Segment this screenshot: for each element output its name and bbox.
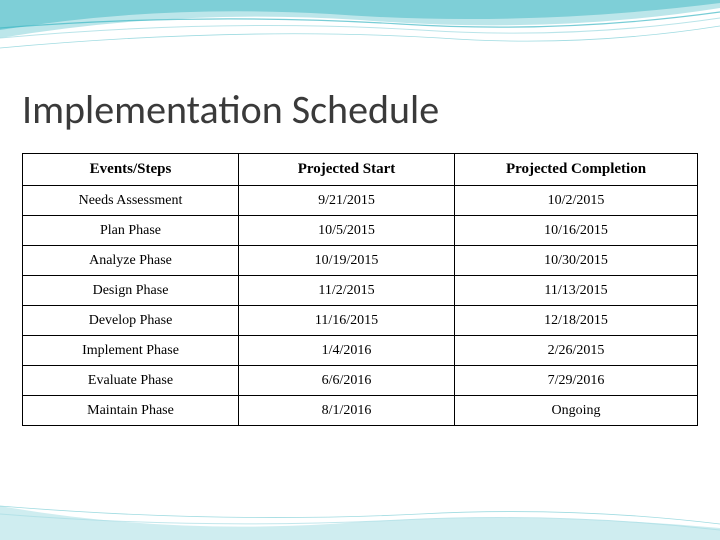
table-cell: 9/21/2015 <box>239 186 455 216</box>
table-header-start: Projected Start <box>239 154 455 186</box>
table-cell: Analyze Phase <box>23 246 239 276</box>
table-cell: 12/18/2015 <box>455 306 698 336</box>
table-cell: Evaluate Phase <box>23 366 239 396</box>
table-row: Analyze Phase10/19/201510/30/2015 <box>23 246 698 276</box>
table-cell: 6/6/2016 <box>239 366 455 396</box>
slide-decoration-top <box>0 0 720 90</box>
table-cell: 10/30/2015 <box>455 246 698 276</box>
table-row: Maintain Phase8/1/2016Ongoing <box>23 396 698 426</box>
table-row: Evaluate Phase6/6/20167/29/2016 <box>23 366 698 396</box>
table-header-row: Events/Steps Projected Start Projected C… <box>23 154 698 186</box>
table-row: Needs Assessment9/21/201510/2/2015 <box>23 186 698 216</box>
table-cell: Ongoing <box>455 396 698 426</box>
table-header-completion: Projected Completion <box>455 154 698 186</box>
table-cell: 10/5/2015 <box>239 216 455 246</box>
schedule-table: Events/Steps Projected Start Projected C… <box>22 153 698 426</box>
table-cell: Maintain Phase <box>23 396 239 426</box>
table-cell: 11/2/2015 <box>239 276 455 306</box>
table-row: Develop Phase11/16/201512/18/2015 <box>23 306 698 336</box>
table-cell: Needs Assessment <box>23 186 239 216</box>
table-cell: 10/19/2015 <box>239 246 455 276</box>
table-row: Implement Phase1/4/20162/26/2015 <box>23 336 698 366</box>
table-body: Needs Assessment9/21/201510/2/2015Plan P… <box>23 186 698 426</box>
table-cell: Plan Phase <box>23 216 239 246</box>
table-cell: Develop Phase <box>23 306 239 336</box>
table-header-events: Events/Steps <box>23 154 239 186</box>
table-cell: Design Phase <box>23 276 239 306</box>
table-cell: 10/16/2015 <box>455 216 698 246</box>
table-cell: 11/16/2015 <box>239 306 455 336</box>
table-cell: 7/29/2016 <box>455 366 698 396</box>
table-cell: 10/2/2015 <box>455 186 698 216</box>
table-row: Plan Phase10/5/201510/16/2015 <box>23 216 698 246</box>
table-cell: 8/1/2016 <box>239 396 455 426</box>
table-cell: Implement Phase <box>23 336 239 366</box>
table-cell: 2/26/2015 <box>455 336 698 366</box>
slide-decoration-bottom <box>0 480 720 540</box>
table-cell: 11/13/2015 <box>455 276 698 306</box>
page-title: Implementation Schedule <box>22 85 439 134</box>
table-cell: 1/4/2016 <box>239 336 455 366</box>
table-row: Design Phase11/2/201511/13/2015 <box>23 276 698 306</box>
